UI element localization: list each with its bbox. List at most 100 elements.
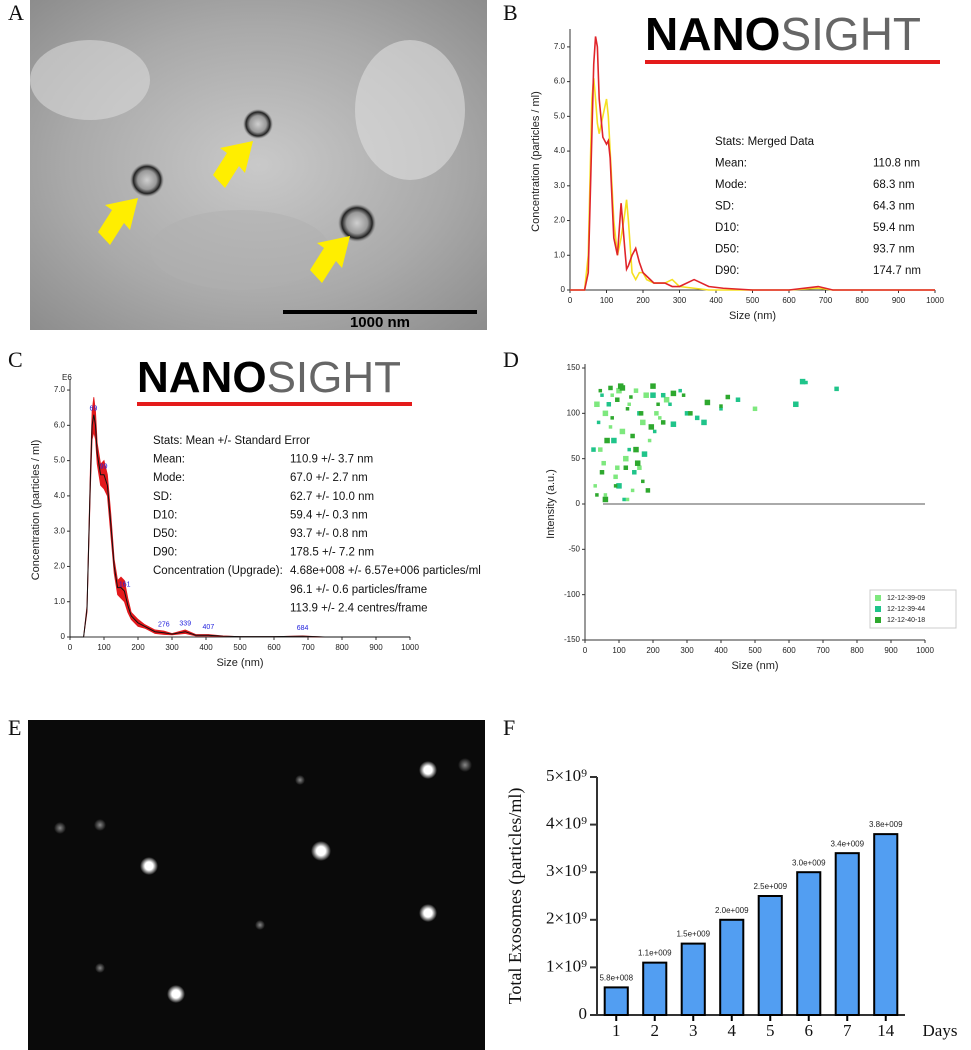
stats-label: D10: xyxy=(715,222,739,234)
x-axis-title: Size (nm) xyxy=(729,310,776,322)
point xyxy=(623,465,629,470)
point xyxy=(608,385,613,391)
x-tick-label: 800 xyxy=(855,296,869,305)
y-tick-label: 4×10⁹ xyxy=(546,814,587,833)
y-tick-label: 50 xyxy=(571,454,580,463)
y-tick-label: 2×10⁹ xyxy=(546,909,587,928)
stats-value: 113.9 +/- 2.4 centres/frame xyxy=(290,602,428,614)
x-tick-label: 200 xyxy=(636,296,650,305)
texture xyxy=(150,210,330,290)
stats-value: 4.68e+008 +/- 6.57e+006 particles/ml xyxy=(290,565,481,577)
particle xyxy=(167,985,185,1003)
stats-label: D90: xyxy=(715,265,739,277)
y-axis-title: Intensity (a.u.) xyxy=(545,469,557,539)
y-tick-label: 4.0 xyxy=(554,146,566,155)
value-label: 2.0e+009 xyxy=(715,906,749,915)
x-tick-label: 3 xyxy=(689,1021,698,1040)
x-tick-label: 400 xyxy=(709,296,723,305)
point xyxy=(622,497,626,502)
scale-bar-label: 1000 nm xyxy=(350,314,410,331)
stats-value: 96.1 +/- 0.6 particles/frame xyxy=(290,584,427,596)
point xyxy=(625,497,630,502)
stats-label: Mean: xyxy=(715,158,747,170)
point xyxy=(630,433,635,439)
point xyxy=(640,419,646,426)
y-tick-label: 7.0 xyxy=(54,385,66,394)
x-tick-label: 500 xyxy=(748,646,762,655)
x-tick-label: 7 xyxy=(843,1021,852,1040)
y-axis-title: Total Exosomes (particles/ml) xyxy=(505,788,526,1005)
point xyxy=(627,402,631,407)
stats-value: 62.7 +/- 10.0 nm xyxy=(290,491,374,503)
y-tick-label: 1.0 xyxy=(54,597,66,606)
x-axis-title: Size (nm) xyxy=(216,657,263,669)
stats-label: Concentration (Upgrade): xyxy=(153,565,283,577)
point xyxy=(616,387,622,394)
line-series xyxy=(570,36,935,291)
point xyxy=(601,460,606,466)
point xyxy=(654,411,659,416)
point xyxy=(660,420,666,425)
y-tick-label: 1.0 xyxy=(554,250,566,259)
y-tick-label: 1×10⁹ xyxy=(546,956,587,975)
texture xyxy=(30,40,150,120)
point xyxy=(660,392,666,398)
peak-label: 684 xyxy=(297,625,309,632)
y-tick-label: 2.0 xyxy=(554,216,566,225)
logo-part: SIGHT xyxy=(267,353,401,402)
stats-title: Stats: Mean +/- Standard Error xyxy=(153,435,310,447)
vesicle xyxy=(338,204,376,242)
unit-label: E6 xyxy=(62,373,72,382)
x-tick-label: 6 xyxy=(805,1021,814,1040)
bar xyxy=(796,871,822,1017)
y-tick-label: 3.0 xyxy=(54,526,66,535)
stats-value: 68.3 nm xyxy=(873,179,915,191)
stats-value: 93.7 nm xyxy=(873,244,915,256)
x-tick-label: 1000 xyxy=(926,296,944,305)
x-tick-label: 700 xyxy=(301,643,315,652)
x-tick-label: 1 xyxy=(612,1021,621,1040)
point xyxy=(804,380,808,385)
bar xyxy=(680,942,706,1016)
point xyxy=(681,393,686,397)
y-tick-label: 3.0 xyxy=(554,181,566,190)
stats-label: Mode: xyxy=(715,179,747,191)
line-series xyxy=(570,78,935,291)
stats-label: Mode: xyxy=(153,472,185,484)
point xyxy=(599,470,605,475)
stats-value: 110.9 +/- 3.7 nm xyxy=(290,454,373,466)
point xyxy=(600,393,604,397)
stats-label: D50: xyxy=(153,528,177,540)
point xyxy=(598,388,603,393)
point xyxy=(613,474,618,480)
point xyxy=(595,493,599,497)
bar xyxy=(603,986,629,1017)
point xyxy=(647,438,652,443)
y-tick-label: -100 xyxy=(564,590,581,599)
y-tick-label: 5.0 xyxy=(54,456,66,465)
point xyxy=(593,484,597,488)
particle xyxy=(255,920,265,930)
particle xyxy=(419,761,437,779)
point xyxy=(610,416,614,420)
point xyxy=(623,455,629,462)
point xyxy=(684,411,690,416)
stats-value: 59.4 nm xyxy=(873,222,915,234)
value-label: 1.1e+009 xyxy=(638,949,672,958)
stats-label: SD: xyxy=(715,201,734,213)
point xyxy=(602,410,609,417)
x-tick-label: 500 xyxy=(233,643,247,652)
x-tick-label: 100 xyxy=(600,296,614,305)
point xyxy=(619,428,626,435)
y-tick-label: 6.0 xyxy=(54,420,66,429)
stats-value: 93.7 +/- 0.8 nm xyxy=(290,528,368,540)
x-tick-label: 1000 xyxy=(401,643,419,652)
point xyxy=(645,488,651,493)
logo-part: SIGHT xyxy=(780,8,921,60)
point xyxy=(606,402,612,407)
legend-swatch xyxy=(875,617,881,623)
particle xyxy=(95,963,105,973)
x-axis-title: Days xyxy=(923,1021,958,1040)
legend-box xyxy=(869,589,957,629)
